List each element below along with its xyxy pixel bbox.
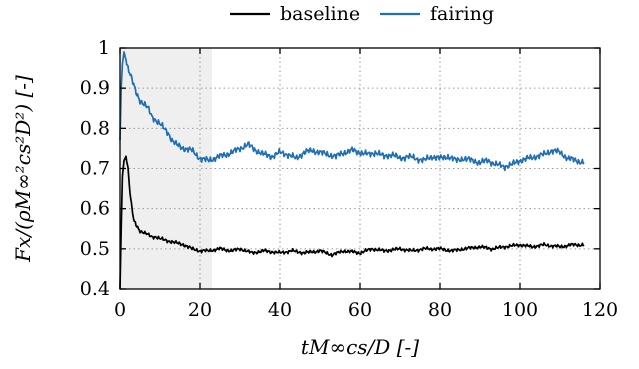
series-line-fairing (119, 51, 585, 172)
y-tick-label: 0.5 (80, 238, 110, 260)
x-tick-label: 100 (502, 299, 538, 321)
legend-label-baseline: baseline (280, 3, 360, 25)
x-tick-label: 120 (582, 299, 618, 321)
legend: baseline fairing (230, 3, 494, 25)
series-layer (119, 51, 585, 290)
y-axis-title: Fx/(ρM∞²cs²D²) [-] (11, 75, 35, 263)
legend-label-fairing: fairing (430, 3, 494, 25)
x-tick-label: 40 (268, 299, 292, 321)
y-tick-label: 0.6 (80, 198, 110, 220)
x-axis-title: tM∞cs/D [-] (301, 335, 419, 359)
y-tick-label: 0.7 (80, 158, 110, 180)
axis-ticks: 0 20 40 60 80 100 120 0.4 0.5 0.6 0.7 0.8 0.9 1 (80, 37, 618, 321)
x-tick-label: 0 (114, 299, 126, 321)
grid-lines (120, 48, 600, 289)
series-line-baseline (119, 155, 585, 290)
y-tick-label: 1 (98, 37, 110, 59)
x-tick-label: 60 (348, 299, 372, 321)
x-tick-label: 20 (188, 299, 212, 321)
y-tick-label: 0.4 (80, 278, 110, 300)
x-tick-label: 80 (428, 299, 452, 321)
y-tick-label: 0.9 (80, 77, 110, 99)
y-tick-label: 0.8 (80, 117, 110, 139)
